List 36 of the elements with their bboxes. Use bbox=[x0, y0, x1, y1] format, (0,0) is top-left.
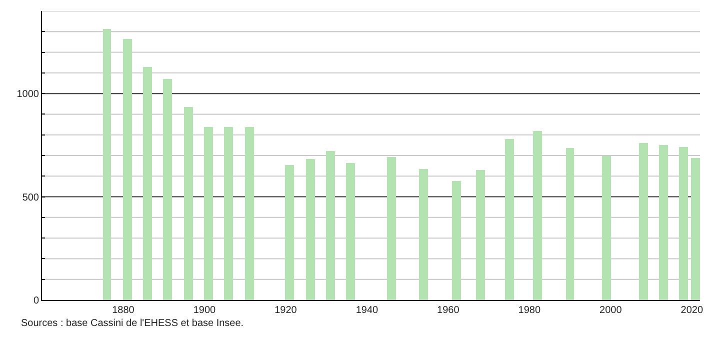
x-tick-label: 2020 bbox=[680, 305, 704, 316]
x-tick-label: 1980 bbox=[518, 305, 541, 316]
bar bbox=[184, 107, 193, 300]
bar bbox=[505, 139, 514, 300]
y-tick-label: 0 bbox=[33, 296, 40, 306]
bar bbox=[204, 127, 213, 300]
bar bbox=[566, 148, 574, 300]
bar bbox=[163, 79, 172, 300]
x-tick-label: 2000 bbox=[600, 305, 622, 316]
bar bbox=[452, 181, 461, 300]
bar bbox=[387, 157, 396, 300]
bar bbox=[326, 151, 335, 300]
bar bbox=[639, 143, 648, 300]
source-note: Sources : base Cassini de l'EHESS et base Insee. bbox=[21, 318, 244, 329]
bar bbox=[224, 127, 233, 300]
bar bbox=[476, 170, 485, 300]
bar bbox=[306, 159, 315, 300]
bar bbox=[419, 169, 428, 300]
bar bbox=[245, 127, 254, 300]
x-tick-label: 1940 bbox=[356, 305, 378, 316]
bar bbox=[679, 147, 688, 300]
y-tick-label: 1000 bbox=[16, 89, 40, 100]
x-tick-label: 1920 bbox=[274, 305, 298, 316]
bar bbox=[691, 158, 700, 300]
bar bbox=[659, 145, 668, 300]
bar bbox=[285, 165, 294, 300]
bar bbox=[346, 163, 355, 300]
x-tick-label: 1880 bbox=[112, 305, 135, 316]
bar bbox=[143, 67, 152, 300]
x-tick-label: 1960 bbox=[437, 305, 460, 316]
y-tick-label: 500 bbox=[22, 192, 40, 204]
bar bbox=[103, 29, 111, 300]
x-tick-label: 1900 bbox=[193, 305, 216, 316]
bar bbox=[533, 131, 542, 300]
bar bbox=[123, 39, 132, 300]
bar bbox=[602, 156, 611, 300]
